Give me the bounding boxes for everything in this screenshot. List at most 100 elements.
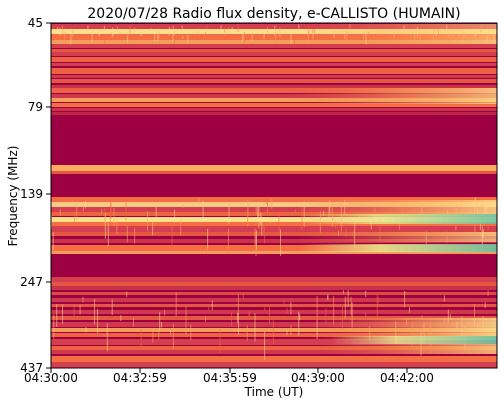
streak (484, 302, 486, 308)
y-axis: 45 79 139 247 437 (20, 16, 51, 375)
streak (290, 34, 292, 44)
x-axis: 04:30:00 04:32:59 04:35:59 04:39:00 04:4… (24, 368, 434, 385)
streak (344, 296, 346, 319)
streak (147, 211, 148, 231)
streak (126, 291, 128, 297)
streak (170, 330, 171, 334)
frequency-band (51, 52, 497, 56)
x-axis-label: Time (UT) (244, 385, 304, 399)
quiet-band (51, 176, 497, 194)
streak (104, 208, 106, 222)
streak (85, 200, 86, 209)
x-tick-label: 04:39:00 (291, 371, 345, 385)
frequency-band (51, 40, 497, 44)
frequency-band (51, 85, 497, 88)
streak (185, 306, 187, 335)
streak (260, 212, 262, 225)
streak (158, 30, 160, 39)
streak (152, 217, 154, 236)
streak (370, 220, 372, 230)
x-tick: 04:32:59 (113, 368, 167, 385)
y-tick-label: 79 (28, 100, 43, 114)
streak (112, 27, 114, 36)
streak (198, 198, 200, 203)
streak (299, 313, 301, 321)
streak (109, 203, 111, 226)
frequency-band (51, 217, 497, 222)
streak (347, 290, 349, 307)
streak (447, 309, 449, 323)
frequency-band (51, 49, 497, 52)
frequency-band (51, 362, 497, 368)
frequency-band (51, 292, 497, 295)
frequency-band (51, 75, 497, 78)
streak (171, 224, 173, 249)
streak (113, 207, 115, 227)
streak (187, 34, 189, 43)
quiet-band (51, 122, 497, 162)
streak (294, 35, 296, 44)
streak (106, 323, 108, 352)
streak (266, 197, 268, 205)
streak (254, 228, 256, 246)
streak (107, 223, 109, 247)
streak (220, 25, 222, 33)
frequency-band (51, 245, 497, 251)
y-tick-label: 247 (20, 275, 43, 289)
y-tick: 247 (20, 275, 51, 289)
streak (64, 30, 66, 40)
frequency-band (51, 322, 497, 327)
frequency-band (51, 222, 497, 226)
streak (158, 329, 160, 340)
streak (57, 26, 58, 31)
streak (126, 225, 128, 243)
streak (174, 31, 176, 36)
streak (376, 294, 378, 320)
streak (59, 209, 61, 216)
streak (298, 24, 300, 30)
frequency-band (51, 34, 497, 40)
streak (224, 27, 226, 33)
y-tick: 79 (28, 100, 51, 114)
frequency-band (51, 304, 497, 307)
streak (237, 294, 239, 314)
streak (154, 30, 156, 41)
streak (251, 34, 253, 41)
streak (267, 27, 269, 34)
streak (255, 205, 257, 214)
burst-region (300, 214, 497, 224)
streak (134, 27, 136, 31)
x-tick: 04:35:59 (203, 368, 257, 385)
streak (487, 290, 489, 296)
streak (164, 309, 166, 316)
streak (110, 32, 112, 41)
streak (197, 30, 199, 34)
streak (204, 316, 206, 323)
frequency-band (51, 277, 497, 282)
streak (155, 205, 157, 218)
streak (70, 33, 72, 45)
streak (152, 329, 154, 343)
streak (254, 313, 256, 342)
streak (72, 28, 74, 38)
streak (261, 216, 263, 236)
streak (269, 217, 271, 223)
streak (150, 28, 152, 33)
frequency-band (51, 29, 497, 34)
y-tick: 437 (20, 361, 51, 375)
streak (120, 315, 122, 322)
streak (404, 291, 406, 308)
frequency-band (51, 197, 497, 202)
streak (449, 313, 451, 320)
streak (327, 296, 329, 300)
streak (238, 313, 239, 335)
x-tick: 04:39:00 (291, 368, 345, 385)
streak (263, 31, 265, 39)
streak (365, 312, 367, 319)
frequency-band (51, 112, 497, 115)
frequency-band (51, 108, 497, 111)
streak (134, 227, 136, 244)
streak (111, 28, 113, 38)
streak (272, 319, 274, 345)
